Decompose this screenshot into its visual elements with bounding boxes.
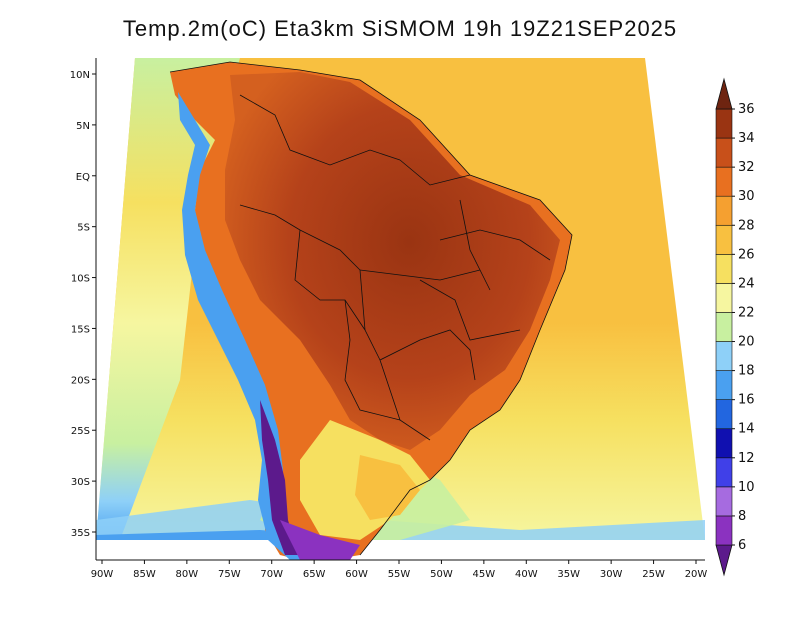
uruguay-region: [355, 455, 420, 520]
colorbar-segment: [715, 399, 733, 430]
country-borders: [169, 61, 573, 556]
colorbar-label: 14: [738, 422, 755, 437]
lon-tick-label: 70W: [260, 569, 283, 580]
colorbar-label: 12: [738, 451, 755, 466]
colorbar: 6 8 10 12 14 16 18 20 22 24 26 28 30 32 34 36: [715, 77, 755, 577]
colorbar-segment: [715, 457, 733, 488]
map-title: Temp.2m(oC) Eta3km SiSMOM 19h 19Z21SEP20…: [122, 16, 678, 41]
andes-coldest: [260, 400, 298, 555]
lon-tick-label: 80W: [176, 569, 199, 580]
lat-tick-label: 5N: [76, 121, 90, 132]
colorbar-label: 6: [738, 538, 746, 553]
lon-tick-label: 65W: [303, 569, 326, 580]
colorbar-label: 8: [738, 509, 746, 524]
colorbar-label: 26: [738, 247, 755, 262]
colorbar-segment: [715, 224, 733, 255]
colorbar-label: 36: [738, 102, 755, 117]
south-america-landmass: [170, 62, 572, 560]
colorbar-segment: [715, 515, 733, 546]
lon-tick-label: 20W: [685, 569, 708, 580]
lon-tick-label: 85W: [133, 569, 156, 580]
colorbar-label: 32: [738, 160, 755, 175]
colorbar-segment: [715, 254, 733, 284]
colorbar-segment: [715, 108, 733, 139]
lat-tick-label: 25S: [71, 426, 90, 437]
lat-tick-label: 35S: [71, 528, 90, 539]
lat-tick-label: 10N: [70, 70, 90, 81]
lon-tick-label: 45W: [473, 569, 496, 580]
colorbar-segment: [715, 137, 733, 168]
lon-tick-label: 50W: [430, 569, 453, 580]
patagonia-cold: [280, 520, 360, 560]
colorbar-label: 16: [738, 393, 755, 408]
lat-tick-label: EQ: [76, 172, 90, 183]
lat-tick-label: 10S: [71, 274, 90, 285]
colorbar-label: 28: [738, 218, 755, 233]
lon-tick-label: 90W: [91, 569, 114, 580]
land-hot-core: [225, 72, 560, 450]
lat-tick-label: 30S: [71, 477, 90, 488]
colorbar-max-arrow: [715, 77, 733, 110]
colorbar-label: 30: [738, 189, 755, 204]
lon-tick-label: 60W: [345, 569, 368, 580]
lon-tick-label: 35W: [557, 569, 580, 580]
colorbar-segment: [715, 166, 733, 197]
colorbar-segment: [715, 312, 733, 342]
lon-tick-label: 40W: [515, 569, 538, 580]
colorbar-label: 18: [738, 364, 755, 379]
colorbar-segment: [715, 195, 733, 226]
colorbar-segment: [715, 341, 733, 371]
colorbar-min-arrow: [715, 544, 733, 577]
lat-tick-label: 5S: [77, 223, 90, 234]
colorbar-label: 34: [738, 131, 755, 146]
colorbar-label: 24: [738, 276, 755, 291]
lon-tick-label: 75W: [218, 569, 241, 580]
latitude-axis: 10N 5N EQ 5S 10S 15S 20S 25S 30S 35S: [70, 70, 96, 539]
colorbar-label: 20: [738, 335, 755, 350]
axes-frame: [95, 58, 705, 561]
lat-tick-label: 15S: [71, 324, 90, 335]
lon-tick-label: 55W: [388, 569, 411, 580]
lon-tick-label: 25W: [642, 569, 665, 580]
colorbar-segment: [715, 486, 733, 517]
lon-tick-label: 30W: [600, 569, 623, 580]
colorbar-label: 10: [738, 480, 755, 495]
colorbar-segment: [715, 428, 733, 459]
colorbar-label: 22: [738, 305, 755, 320]
lat-tick-label: 20S: [71, 375, 90, 386]
southern-cool-band: [96, 500, 705, 540]
colorbar-segment: [715, 283, 733, 313]
colorbar-segment: [715, 370, 733, 400]
longitude-axis: 90W 85W 80W 75W 70W 65W 60W 55W 50W 45W 40W 35W 30W 2…: [91, 560, 708, 580]
